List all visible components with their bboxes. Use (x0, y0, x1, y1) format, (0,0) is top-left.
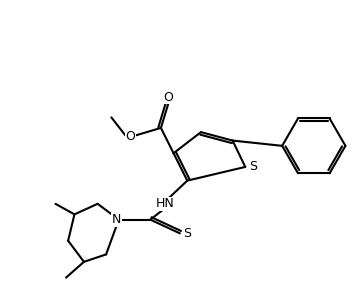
Text: S: S (183, 227, 191, 240)
Text: HN: HN (156, 197, 174, 210)
Text: O: O (126, 130, 135, 143)
Text: S: S (249, 160, 257, 173)
Text: N: N (112, 213, 121, 226)
Text: O: O (163, 91, 173, 104)
